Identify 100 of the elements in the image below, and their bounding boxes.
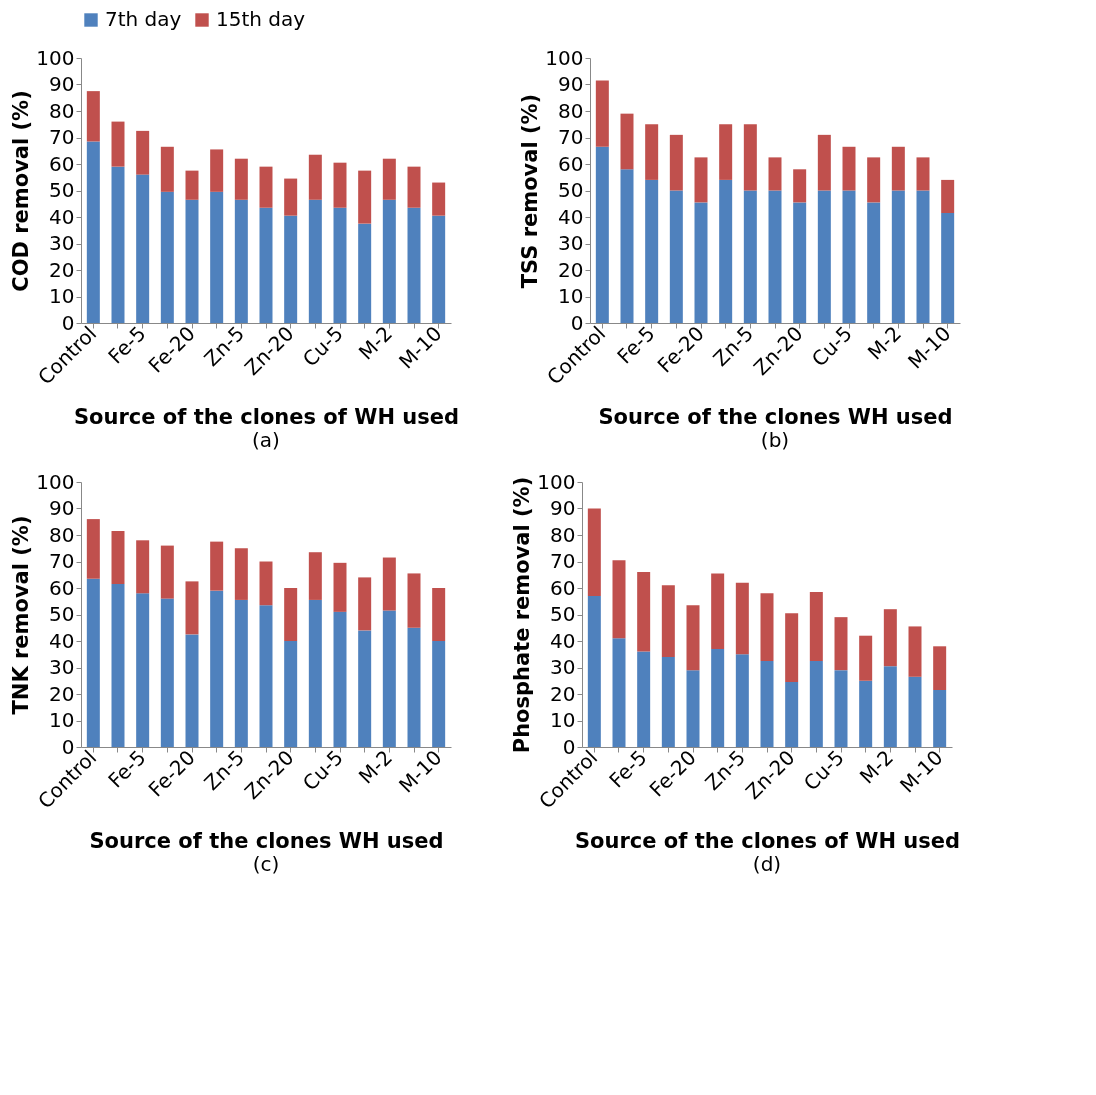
y-tick-label: 40 [49,204,75,229]
bar [883,666,897,747]
bar [407,207,421,323]
bar [587,508,601,596]
bar [817,190,831,323]
bar [308,552,322,600]
y-tick-label: 100 [537,469,576,494]
bar [308,199,322,323]
bar [612,560,626,639]
bar [358,630,372,747]
bar [358,170,372,224]
bar [136,540,150,594]
bar [760,593,774,661]
text: (a) [252,428,280,453]
bar [711,573,725,649]
bar [817,134,831,191]
bar [834,617,848,671]
bar [185,581,199,635]
bar [908,676,922,747]
x-tick-label: M-2 [353,321,398,365]
bar [916,190,930,323]
x-tick-label: M-2 [353,745,398,789]
y-tick-label: 60 [558,151,584,176]
x-tick-label: M-2 [862,321,907,365]
bar [669,190,683,323]
bar [809,591,823,661]
bar [234,548,248,600]
bar [234,599,248,747]
bar [768,157,782,191]
y-tick-label: 30 [558,231,584,255]
bar [637,572,651,652]
bar [160,191,174,323]
bar [933,646,947,691]
bar [891,146,905,191]
x-axis-title: Source of the clones WH used [89,828,444,853]
x-axis-title: Source of the clones of WH used [574,828,961,853]
y-tick-label: 70 [49,549,75,573]
y-tick-label: 70 [49,125,75,149]
bar [407,166,421,208]
bar [595,146,609,323]
y-tick-label: 50 [550,602,576,626]
bar [358,223,372,323]
bar [284,641,298,747]
bar [308,154,322,200]
bar [185,634,199,747]
y-tick-label: 40 [550,628,576,653]
y-tick-label: 60 [550,575,576,600]
y-tick-label: 30 [49,655,75,679]
bar [333,611,347,747]
y-tick-label: 100 [36,45,75,70]
text: (b) [760,428,790,453]
y-tick-label: 20 [550,681,576,706]
bar [432,182,446,216]
y-axis-title: TNK removal (%) [9,515,34,715]
x-axis-title: Source of the clones of WH used [73,404,460,429]
y-tick-label: 80 [550,522,576,547]
bar [735,654,749,747]
bar [809,660,823,747]
bar [916,157,930,191]
bar [595,80,609,147]
y-tick-label: 50 [49,178,75,202]
bar [382,610,396,747]
bar [259,605,273,747]
legend-label: 7th day [105,7,182,31]
bar [760,660,774,747]
bar [883,609,897,667]
bar [891,190,905,323]
bar [719,179,733,323]
y-tick-label: 40 [558,204,584,229]
y-tick-label: 20 [558,257,584,282]
y-tick-label: 70 [558,125,584,149]
bar [867,202,881,323]
bar [793,169,807,203]
y-tick-label: 80 [49,98,75,123]
bar [645,179,659,323]
bar [358,577,372,631]
bar [308,599,322,747]
bar [432,588,446,641]
y-axis-title: Phosphate removal (%) [510,476,535,754]
y-tick-label: 10 [49,284,75,308]
bar [768,190,782,323]
bar [259,561,273,606]
bar [711,648,725,747]
bar [86,578,100,747]
bar [382,557,396,611]
bar [735,582,749,655]
bar [86,141,100,323]
y-axis-title: TSS removal (%) [518,93,543,289]
y-tick-label: 20 [49,257,75,282]
bar [859,680,873,747]
bar [86,519,100,579]
bar [160,598,174,747]
bar [587,595,601,747]
bar [259,166,273,208]
bar [185,199,199,323]
bar [793,202,807,323]
bar [284,588,298,641]
y-tick-label: 60 [49,575,75,600]
bar [661,585,675,657]
y-tick-label: 90 [49,496,75,520]
